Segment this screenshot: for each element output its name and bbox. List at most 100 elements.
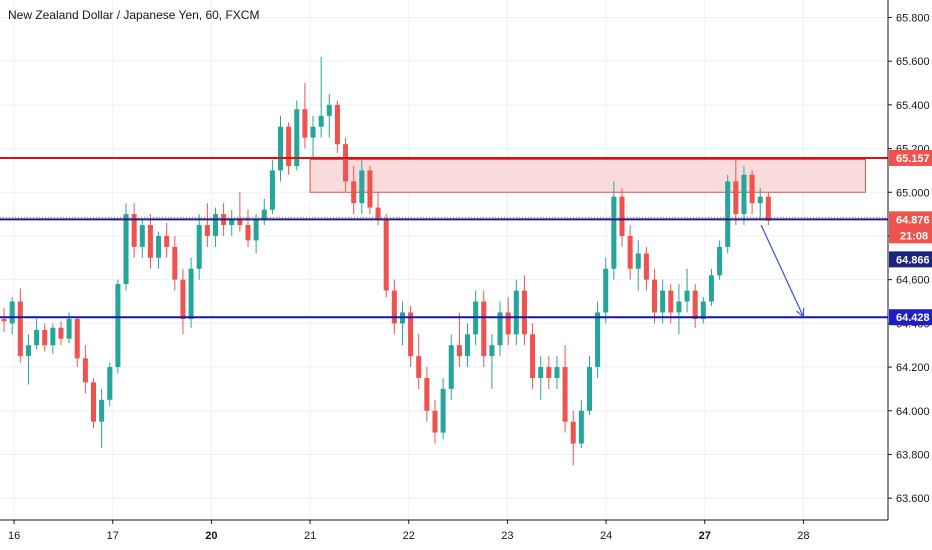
- candle-body: [692, 290, 698, 319]
- candle-body: [627, 235, 633, 269]
- candle-body: [660, 290, 666, 313]
- candle-body: [586, 367, 592, 411]
- x-tick-label: 28: [797, 530, 809, 542]
- candle-body: [147, 225, 153, 258]
- candle-body: [717, 246, 723, 276]
- candle-body: [538, 367, 544, 378]
- candle-body: [343, 144, 349, 182]
- levels: [0, 156, 888, 319]
- candle-body: [326, 104, 332, 116]
- candle-body: [269, 170, 275, 210]
- candle-body: [58, 327, 64, 339]
- current-tag-bg: [889, 211, 932, 244]
- candle-body: [700, 301, 706, 319]
- y-tick-label: 63.600: [896, 493, 930, 505]
- candle-body: [375, 207, 381, 219]
- x-tick-label: 20: [205, 530, 217, 542]
- candle-body: [367, 170, 373, 208]
- y-tick-label: 65.000: [896, 187, 930, 199]
- candle-body: [424, 377, 430, 411]
- candle-body: [554, 367, 560, 378]
- candle-body: [456, 345, 462, 357]
- projection-arrow: [760, 224, 805, 319]
- candle-body: [253, 218, 259, 241]
- projection-line: [760, 224, 804, 318]
- candle-body: [749, 174, 755, 204]
- candle-body: [497, 312, 503, 346]
- candle-body: [42, 329, 48, 346]
- candle-body: [489, 345, 495, 357]
- candles: [1, 56, 771, 466]
- candle-body: [595, 312, 601, 368]
- candle-body: [432, 410, 438, 433]
- candle-body: [107, 367, 113, 400]
- current-tag-label: 64.876: [896, 214, 930, 226]
- candle-body: [17, 301, 23, 357]
- candle-body: [741, 174, 747, 215]
- candle-body: [652, 279, 658, 313]
- y-tick-label: 65.600: [896, 56, 930, 68]
- candle-body: [521, 290, 527, 335]
- candle-body: [90, 382, 97, 422]
- x-tick-label: 27: [699, 530, 711, 542]
- candle-body: [286, 126, 292, 167]
- prev-close-tag-label: 64.866: [896, 254, 930, 266]
- candle-body: [408, 312, 414, 357]
- candle-body: [188, 268, 194, 319]
- y-tick-label: 64.600: [896, 275, 930, 287]
- candle-body: [562, 367, 568, 422]
- candle-body: [237, 218, 243, 226]
- x-tick-label: 23: [501, 530, 513, 542]
- price-tags: 65.157 64.876 21:08 64.866 64.428: [889, 149, 932, 326]
- candle-body: [684, 290, 690, 302]
- candle-body: [34, 329, 40, 346]
- candle-body: [294, 109, 300, 167]
- candle-body: [82, 358, 88, 383]
- x-tick-label: 16: [8, 530, 20, 542]
- x-tick-label: 24: [600, 530, 612, 542]
- resistance-tag-label: 65.157: [896, 153, 930, 165]
- candle-body: [25, 345, 31, 357]
- candle-body: [757, 196, 763, 204]
- candle-body: [196, 225, 202, 269]
- candle-body: [50, 327, 56, 346]
- candle-body: [530, 334, 536, 378]
- candle-body: [351, 181, 357, 204]
- candle-body: [261, 209, 267, 219]
- candle-body: [310, 126, 316, 138]
- candle-body: [643, 253, 649, 280]
- candle-body: [383, 218, 389, 291]
- candle-body: [635, 253, 641, 269]
- candle-body: [9, 301, 15, 324]
- candle-body: [204, 225, 210, 236]
- candle-body: [212, 214, 218, 236]
- candle-body: [481, 301, 487, 357]
- x-tick-label: 21: [304, 530, 316, 542]
- x-tick-label: 22: [403, 530, 415, 542]
- candle-body: [115, 284, 121, 368]
- candle-body: [74, 318, 80, 359]
- resistance-tag-bg: [889, 149, 932, 166]
- candle-body: [123, 214, 129, 285]
- candle-body: [570, 421, 576, 444]
- candle-body: [708, 275, 714, 302]
- candle-body: [513, 290, 519, 335]
- candle-body: [1, 318, 7, 322]
- candle-body: [245, 225, 251, 241]
- candle-body: [725, 181, 731, 247]
- support-tag-bg: [889, 309, 932, 326]
- candle-body: [66, 318, 72, 339]
- resistance-zone-rect: [309, 158, 866, 193]
- candle-body: [668, 290, 674, 313]
- y-tick-label: 63.800: [896, 449, 930, 461]
- candle-body: [164, 235, 170, 247]
- candle-body: [180, 279, 186, 319]
- prev-close-tag-bg: [889, 251, 932, 268]
- candle-body: [448, 345, 454, 389]
- candle-body: [99, 399, 105, 422]
- candle-body: [676, 301, 682, 313]
- candle-body: [156, 235, 162, 258]
- candle-body: [440, 388, 446, 433]
- grid: [0, 0, 888, 520]
